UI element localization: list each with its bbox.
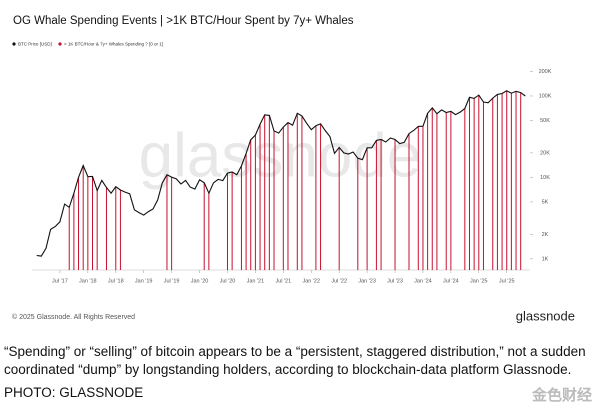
y-tick-label: 10K xyxy=(540,175,550,181)
x-tick-label: Jul '24 xyxy=(443,278,459,284)
x-tick-label: Jan '24 xyxy=(414,278,432,284)
copyright: © 2025 Glassnode. All Rights Reserved xyxy=(12,313,135,321)
x-tick-label: Jul '22 xyxy=(331,278,347,284)
x-tick-label: Jan '20 xyxy=(191,278,209,284)
y-tick-label: 1K xyxy=(542,256,549,262)
y-tick-label: 5K xyxy=(542,199,549,205)
legend-swatch xyxy=(12,42,16,46)
x-tick-label: Jul '23 xyxy=(387,278,403,284)
x-tick-label: Jul '18 xyxy=(108,278,124,284)
watermark: glassnode xyxy=(139,121,422,190)
chart-title: OG Whale Spending Events | >1K BTC/Hour … xyxy=(13,15,354,27)
x-tick-label: Jul '19 xyxy=(164,278,180,284)
caption: “Spending” or “selling” of bitcoin appea… xyxy=(4,344,586,377)
y-tick-label: 200K xyxy=(539,69,552,75)
x-tick-label: Jul '25 xyxy=(499,278,515,284)
photo-credit: PHOTO: GLASSNODE xyxy=(4,385,144,400)
corner-mark: 金色财经 xyxy=(531,387,592,404)
legend-label: BTC Price [USD] xyxy=(18,42,52,47)
x-tick-label: Jul '21 xyxy=(275,278,291,284)
x-tick-label: Jan '18 xyxy=(79,278,97,284)
x-tick-label: Jul '20 xyxy=(220,278,236,284)
price-line xyxy=(36,90,526,257)
chart: OG Whale Spending Events | >1K BTC/Hour … xyxy=(12,15,575,323)
x-tick-label: Jan '21 xyxy=(247,278,265,284)
y-tick-label: 2K xyxy=(542,232,549,238)
x-tick-label: Jan '22 xyxy=(302,278,320,284)
y-tick-label: 50K xyxy=(540,118,550,124)
x-tick-label: Jan '25 xyxy=(470,278,488,284)
x-tick-label: Jan '23 xyxy=(358,278,376,284)
y-tick-label: 20K xyxy=(540,150,550,156)
y-tick-label: 100K xyxy=(539,93,552,99)
x-tick-label: Jul '17 xyxy=(52,278,68,284)
x-tick-label: Jan '19 xyxy=(135,278,153,284)
legend-label: > 1K BTC/Hour & 7y+ Whales Spending ? [0… xyxy=(64,42,163,47)
brand: glassnode xyxy=(516,308,575,323)
legend-swatch xyxy=(58,42,62,46)
